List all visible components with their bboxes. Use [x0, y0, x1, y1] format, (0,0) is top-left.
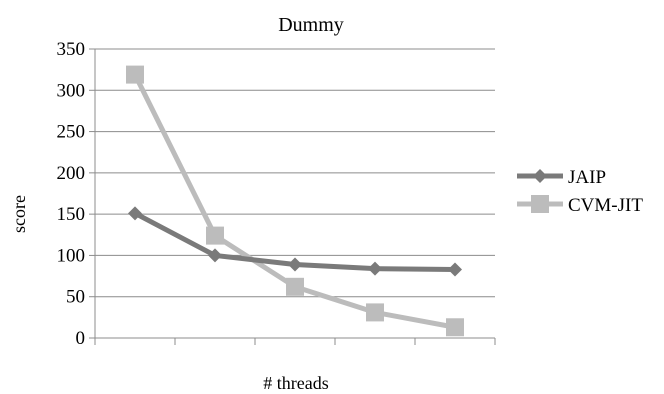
- data-point-jaip: [128, 206, 142, 221]
- legend-marker: [533, 169, 547, 183]
- data-point-cvm-jit: [206, 226, 224, 245]
- data-point-cvm-jit: [366, 303, 384, 322]
- y-tick-labels: 0 50 100 150 200 250 300 350: [57, 39, 86, 349]
- y-tick-label: 250: [57, 122, 86, 143]
- x-axis-label: # threads: [263, 373, 328, 393]
- y-tick-label: 200: [57, 163, 86, 184]
- y-tick-label: 350: [57, 39, 86, 60]
- y-tick-label: 300: [57, 80, 86, 101]
- data-point-jaip: [208, 248, 222, 263]
- data-point-cvm-jit: [126, 65, 144, 84]
- legend-label: CVM-JIT: [568, 195, 643, 216]
- series-jaip: [128, 206, 462, 277]
- y-tick-label: 0: [76, 328, 86, 349]
- x-axis: [94, 49, 496, 345]
- y-tick-label: 100: [57, 245, 86, 266]
- chart-title: Dummy: [278, 14, 344, 36]
- y-tick-label: 150: [57, 204, 86, 225]
- legend-marker: [531, 195, 549, 213]
- data-point-jaip: [368, 261, 382, 276]
- legend-label: JAIP: [568, 167, 606, 188]
- gridlines: [89, 48, 495, 339]
- series-cvm-jit: [126, 65, 464, 337]
- data-point-cvm-jit: [286, 277, 304, 296]
- data-point-jaip: [288, 257, 302, 272]
- series-lines: [126, 65, 464, 337]
- legend-item-cvm-jit: CVM-JIT: [517, 195, 643, 216]
- y-tick-label: 50: [66, 287, 85, 308]
- data-point-jaip: [448, 262, 462, 277]
- legend-item-jaip: JAIP: [517, 167, 606, 188]
- legend: JAIP CVM-JIT: [517, 167, 643, 216]
- data-point-cvm-jit: [446, 318, 464, 337]
- y-axis-label: score: [9, 195, 29, 233]
